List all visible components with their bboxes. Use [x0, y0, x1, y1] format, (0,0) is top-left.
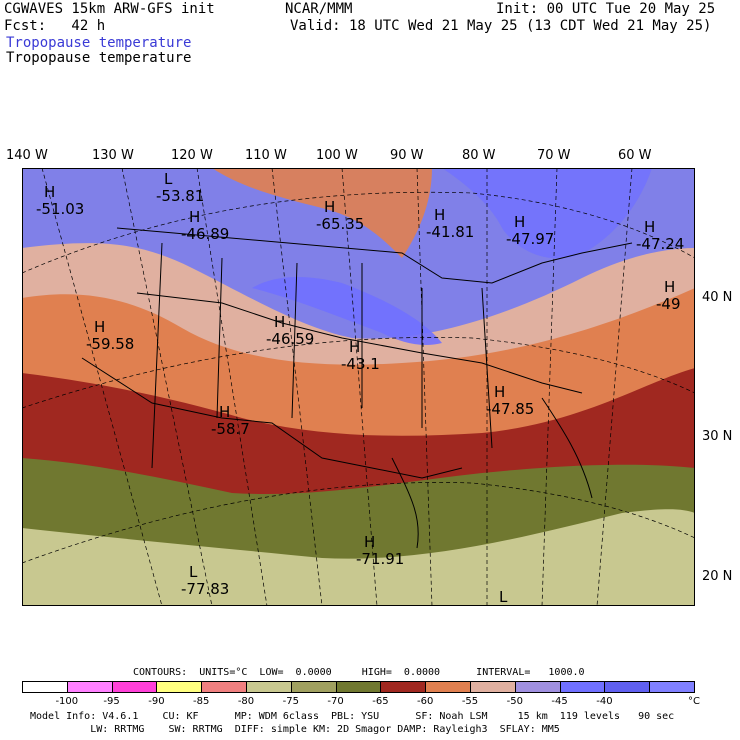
extremum-marker: H — [274, 313, 285, 331]
extremum-marker: H — [364, 533, 375, 551]
boundary-lines — [81, 227, 633, 549]
colorbar-swatch — [111, 681, 158, 693]
extremum-value: -46.89 — [181, 225, 229, 243]
extremum-marker: L — [164, 170, 173, 188]
extremum-value: -47.24 — [636, 235, 684, 253]
extremum-value: -59.58 — [86, 335, 134, 353]
field-title-secondary: Tropopause temperature — [6, 50, 192, 66]
extremum-value: -47.97 — [506, 230, 554, 248]
colorbar-swatch — [380, 681, 427, 693]
map-frame — [22, 168, 695, 606]
colorbar-tick-label: -60 — [417, 696, 434, 707]
colorbar-swatch — [22, 681, 68, 693]
extremum-value: -46.59 — [266, 330, 314, 348]
extremum-value: -65.35 — [316, 215, 364, 233]
extremum-marker: H — [494, 383, 505, 401]
extremum-value: -47.85 — [486, 400, 534, 418]
model-title: CGWAVES 15km ARW-GFS init — [4, 1, 215, 17]
colorbar-tick-label: -50 — [506, 696, 523, 707]
extremum-marker: L — [189, 563, 198, 581]
extremum-value: -77.83 — [181, 580, 229, 598]
extremum-marker: H — [44, 183, 55, 201]
colorbar-unit: °C — [688, 696, 700, 707]
lon-label: 90 W — [390, 148, 424, 163]
colorbar-swatch — [156, 681, 203, 693]
colorbar-swatch — [514, 681, 561, 693]
tropopause-temperature-map: H-51.03L-53.81H-46.89H-65.35 H-41.81H-47.… — [22, 168, 695, 606]
colorbar-tick-label: -85 — [193, 696, 210, 707]
extremum-marker: H — [514, 213, 525, 231]
extremum-value: -71.91 — [356, 550, 404, 568]
colorbar-swatch — [470, 681, 516, 693]
colorbar-tick-label: -80 — [237, 696, 255, 707]
field-title-primary: Tropopause temperature — [6, 35, 192, 51]
extremum-marker: H — [434, 206, 445, 224]
colorbar-swatch — [425, 681, 471, 693]
valid-time: Valid: 18 UTC Wed 21 May 25 (13 CDT Wed … — [290, 18, 712, 34]
colorbar-swatch — [290, 681, 337, 693]
lon-label: 100 W — [316, 148, 358, 163]
colorbar-swatch — [246, 681, 292, 693]
graticule — [22, 168, 695, 606]
extremum-value: -49 — [656, 295, 681, 313]
colorbar-tick-label: -65 — [372, 696, 389, 707]
colorbar-swatch — [335, 681, 382, 693]
colorbar-tick-label: -95 — [103, 696, 120, 707]
colorbar-swatch — [604, 681, 651, 693]
colorbar-tick-label: -90 — [148, 696, 165, 707]
model-info-line-1: Model Info: V4.6.1 CU: KF MP: WDM 6class… — [30, 711, 675, 722]
contours-info: CONTOURS: UNITS=°C LOW= 0.0000 HIGH= 0.0… — [133, 667, 585, 678]
extremum-marker: H — [349, 338, 360, 356]
temperature-shading — [22, 168, 695, 606]
extremum-value: -51.03 — [36, 200, 84, 218]
lon-label: 60 W — [618, 148, 652, 163]
colorbar-swatch — [66, 681, 113, 693]
init-time: Init: 00 UTC Tue 20 May 25 — [496, 1, 716, 17]
colorbar-swatch — [559, 681, 606, 693]
model-info-line-2: LW: RRTMG SW: RRTMG DIFF: simple KM: 2D … — [30, 724, 560, 735]
extremum-marker: H — [644, 218, 655, 236]
lat-label: 30 N — [702, 429, 733, 444]
colorbar-swatch — [649, 681, 695, 693]
extremum-marker: H — [94, 318, 105, 336]
lon-label: 110 W — [245, 148, 287, 163]
colorbar-tick-label: -45 — [551, 696, 568, 707]
lon-label: 120 W — [171, 148, 213, 163]
extrema-labels: H-51.03L-53.81H-46.89H-65.35 H-41.81H-47.… — [36, 170, 684, 606]
colorbar-tick-label: -55 — [461, 696, 479, 707]
forecast-hour: Fcst: 42 h — [4, 18, 106, 34]
colorbar-tick-label: -75 — [282, 696, 299, 707]
extremum-value: -43.1 — [341, 355, 380, 373]
colorbar-tick-label: -70 — [327, 696, 344, 707]
lon-label: 80 W — [462, 148, 496, 163]
lon-label: 140 W — [6, 148, 48, 163]
lat-label: 20 N — [702, 569, 733, 584]
lon-label: 130 W — [92, 148, 134, 163]
lat-label: 40 N — [702, 290, 733, 305]
extremum-marker: H — [324, 198, 335, 216]
extremum-marker: H — [189, 208, 200, 226]
extremum-marker: L — [499, 588, 508, 606]
extremum-value: -58.7 — [211, 420, 250, 438]
colorbar-tick-label: -100 — [55, 696, 79, 707]
center-name: NCAR/MMM — [285, 1, 353, 17]
extremum-marker: H — [664, 278, 675, 296]
colorbar-tick-label: -40 — [596, 696, 613, 707]
extremum-value: -53.81 — [156, 187, 204, 205]
extremum-value: -41.81 — [426, 223, 474, 241]
colorbar-swatch — [201, 681, 247, 693]
lon-label: 70 W — [537, 148, 571, 163]
extremum-marker: H — [219, 403, 230, 421]
